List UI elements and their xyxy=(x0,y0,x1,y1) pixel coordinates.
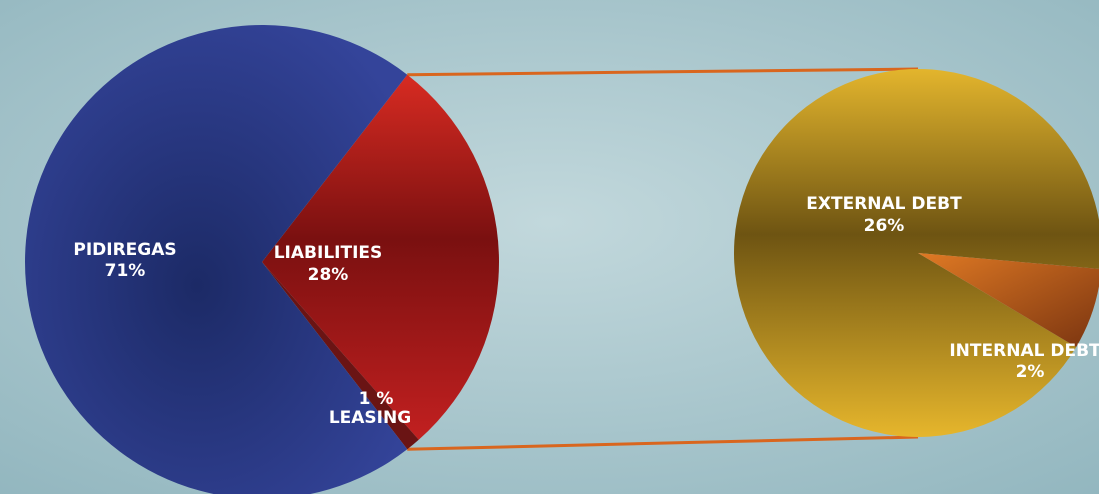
internal-debt-value-label: 2% xyxy=(1016,362,1045,382)
slice-liabilities xyxy=(262,74,500,440)
pidiregas-value-label: 71% xyxy=(105,261,146,281)
leasing-label: LEASING xyxy=(329,408,411,428)
external-debt-value-label: 26% xyxy=(864,216,905,236)
slice-external-debt xyxy=(734,69,1099,437)
internal-debt-label: INTERNAL DEBT xyxy=(949,341,1099,361)
slice-leasing xyxy=(262,262,419,450)
connector-line-top xyxy=(407,67,919,77)
connector-line-bottom xyxy=(407,435,919,451)
leasing-value-label: 1 % xyxy=(359,389,394,409)
pidiregas-label: PIDIREGAS xyxy=(73,240,176,260)
liabilities-label: LIABILITIES xyxy=(274,243,383,263)
slice-pidiregas xyxy=(25,25,408,494)
slice-internal-debt xyxy=(918,253,1099,347)
external-debt-label: EXTERNAL DEBT xyxy=(806,194,962,214)
liabilities-value-label: 28% xyxy=(308,265,349,285)
